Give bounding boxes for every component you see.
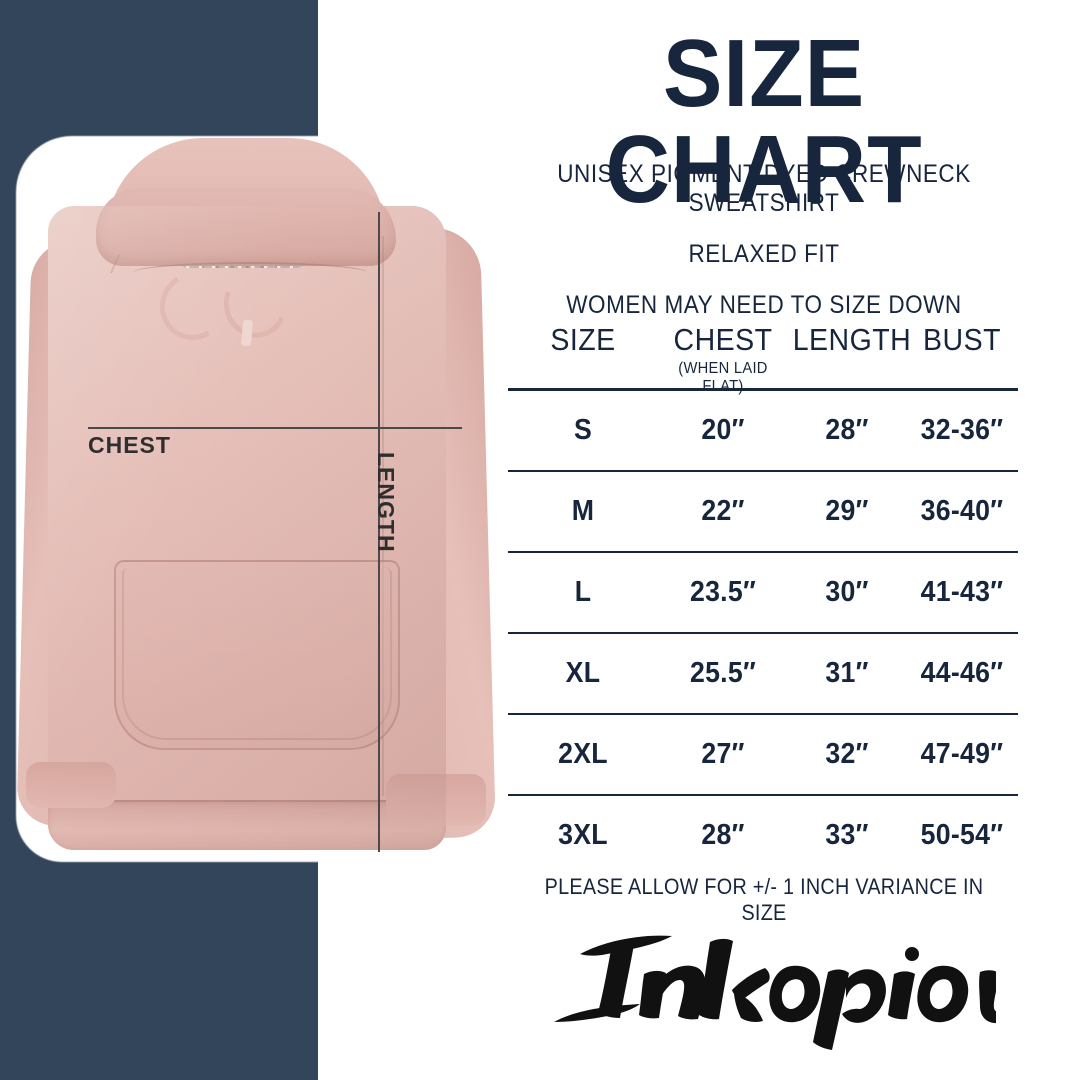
chest-measurement-line [88,427,462,429]
cell-chest: 22″ [701,495,745,527]
cell-length: 33″ [825,819,869,851]
table-row: XL 25.5″ 31″ 44-46″ [508,634,1018,713]
cell-length: 30″ [825,576,869,608]
table-rule [508,551,1018,553]
cell-size: 3XL [558,819,608,851]
chest-column-note: (WHEN LAID FLAT) [678,360,768,395]
table-rule [508,713,1018,715]
kangaroo-pocket-stitching [122,568,392,740]
table-row: S 20″ 28″ 32-36″ [508,391,1018,470]
sweatshirt-illustration [10,132,510,872]
column-header-bust: BUST [923,322,1001,357]
product-photo: CHEST LENGTH [0,0,520,1080]
cell-size: S [573,414,593,446]
cell-length: 32″ [825,738,869,770]
page-title: SIZE CHART [605,20,923,223]
length-measurement-line [378,212,380,852]
cell-size: M [571,495,595,527]
table-row: L 23.5″ 30″ 41-43″ [508,553,1018,632]
cell-chest: 27″ [701,738,745,770]
subtitle-sizing-advice: WOMEN MAY NEED TO SIZE DOWN [566,291,962,319]
cell-bust: 41-43″ [920,576,1004,608]
table-rule-header [508,388,1018,391]
cell-bust: 47-49″ [920,738,1004,770]
table-row: 2XL 27″ 32″ 47-49″ [508,715,1018,794]
bottom-hem-seam [50,800,444,802]
cell-size: L [574,576,592,608]
left-cuff [26,762,116,808]
table-rule [508,632,1018,634]
cell-bust: 44-46″ [920,657,1004,689]
cell-bust: 50-54″ [920,819,1004,851]
table-row: M 22″ 29″ 36-40″ [508,472,1018,551]
right-side-seam [382,236,384,796]
chart-content: SIZE CHART UNISEX PIGMENT DYED CREWNECK … [508,0,1020,1080]
column-header-length: LENGTH [792,322,912,357]
table-rule [508,470,1018,472]
right-cuff [386,774,486,826]
subtitle-block: UNISEX PIGMENT DYED CREWNECK SWEATSHIRT … [508,160,1020,342]
variance-footnote: PLEASE ALLOW FOR +/- 1 INCH VARIANCE IN … [544,874,984,925]
cell-chest: 23.5″ [689,576,757,608]
size-table: SIZE CHEST LENGTH BUST (WHEN LAID FLAT) … [508,318,1020,875]
brand-logo: R [536,918,996,1050]
length-measurement-label: LENGTH [373,452,399,553]
cell-length: 29″ [825,495,869,527]
cell-size: XL [565,657,601,689]
subtitle-product: UNISEX PIGMENT DYED CREWNECK SWEATSHIRT [557,160,971,217]
cell-length: 31″ [825,657,869,689]
neck-seam [132,262,368,284]
subtitle-fit: RELAXED FIT [688,240,840,268]
table-rule [508,794,1018,796]
hood-roll [96,188,396,266]
table-header-row: SIZE CHEST LENGTH BUST (WHEN LAID FLAT) [508,318,1018,395]
cell-bust: 36-40″ [920,495,1004,527]
table-row: 3XL 28″ 33″ 50-54″ [508,796,1018,875]
chest-measurement-label: CHEST [88,432,171,458]
column-header-chest: CHEST [673,322,773,357]
cell-chest: 20″ [701,414,745,446]
cell-chest: 25.5″ [689,657,757,689]
cell-bust: 32-36″ [920,414,1004,446]
cell-size: 2XL [558,738,608,770]
cell-chest: 28″ [701,819,745,851]
column-header-size: SIZE [550,322,616,357]
cell-length: 28″ [825,414,869,446]
